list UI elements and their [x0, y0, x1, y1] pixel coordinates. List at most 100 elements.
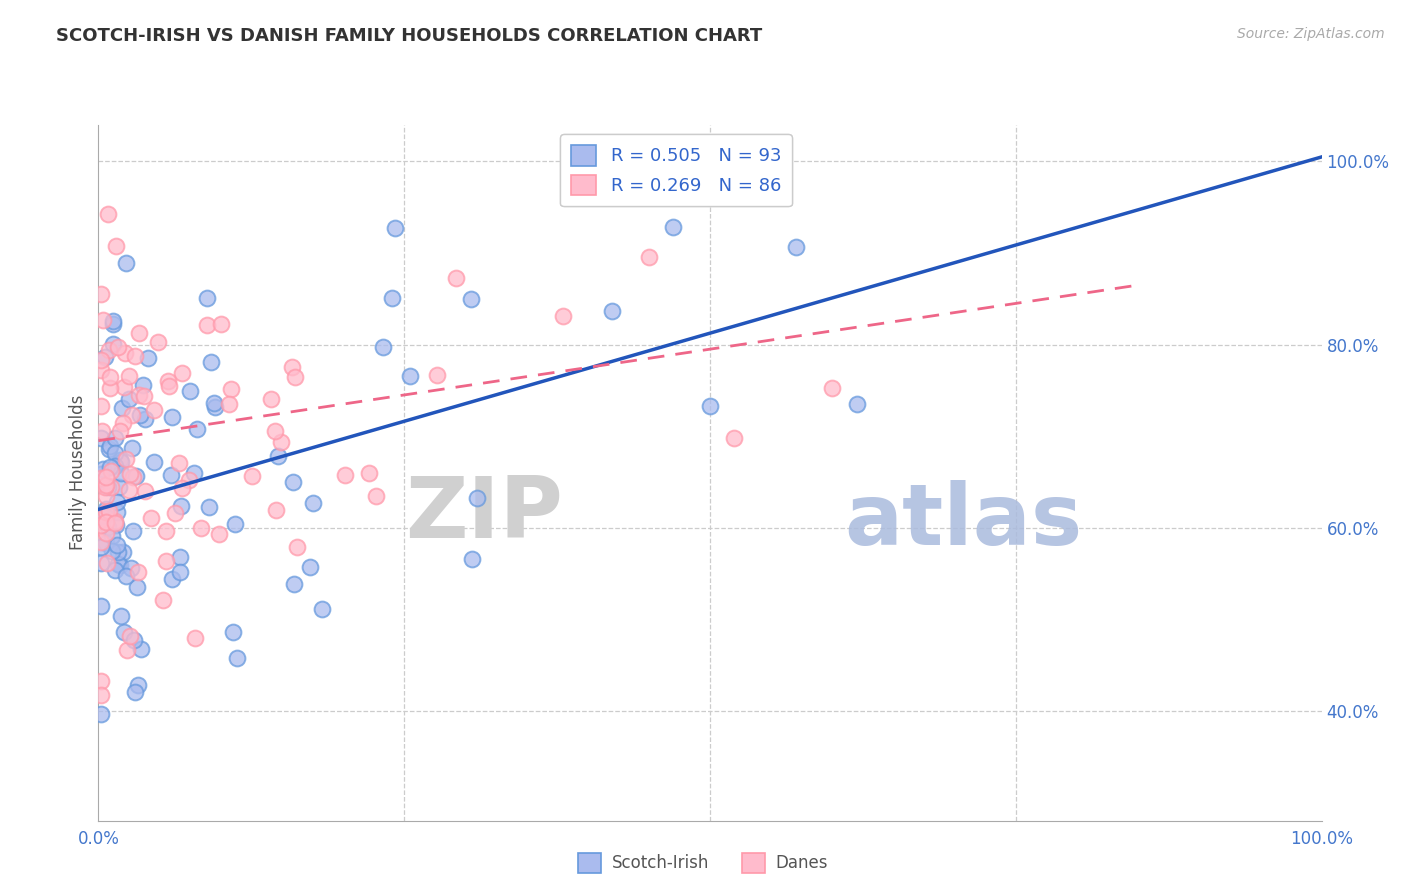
Point	[373, 340, 395, 354]
Point	[821, 381, 844, 395]
Point	[157, 374, 180, 388]
Point	[105, 239, 128, 253]
Point	[152, 593, 174, 607]
Point	[94, 470, 117, 484]
Point	[94, 489, 117, 503]
Point	[90, 707, 112, 722]
Point	[98, 381, 121, 395]
Point	[118, 392, 141, 406]
Point	[105, 538, 128, 552]
Point	[240, 468, 263, 483]
Point	[662, 219, 685, 234]
Point	[105, 505, 128, 519]
Point	[90, 363, 112, 377]
Point	[460, 292, 482, 306]
Point	[285, 540, 308, 554]
Point	[298, 559, 321, 574]
Point	[380, 291, 402, 305]
Point	[94, 350, 117, 364]
Point	[146, 334, 169, 349]
Point	[195, 291, 218, 305]
Point	[110, 466, 132, 480]
Point	[172, 481, 194, 495]
Point	[96, 536, 118, 550]
Point	[699, 400, 721, 414]
Point	[90, 431, 112, 445]
Point	[110, 455, 132, 469]
Point	[121, 409, 143, 423]
Point	[225, 651, 247, 665]
Point	[208, 527, 231, 541]
Point	[94, 480, 117, 494]
Point	[115, 452, 138, 467]
Point	[108, 425, 131, 439]
Point	[169, 566, 191, 580]
Point	[302, 496, 325, 510]
Point	[101, 314, 124, 328]
Text: SCOTCH-IRISH VS DANISH FAMILY HOUSEHOLDS CORRELATION CHART: SCOTCH-IRISH VS DANISH FAMILY HOUSEHOLDS…	[56, 27, 762, 45]
Point	[845, 396, 868, 410]
Point	[283, 576, 305, 591]
Point	[134, 411, 156, 425]
Point	[98, 459, 121, 474]
Point	[101, 529, 124, 543]
Point	[90, 688, 112, 702]
Point	[100, 543, 122, 558]
Point	[93, 508, 115, 523]
Point	[723, 431, 745, 445]
Point	[426, 368, 449, 382]
Y-axis label: Family Households: Family Households	[69, 395, 87, 550]
Point	[160, 572, 183, 586]
Point	[104, 459, 127, 474]
Point	[183, 466, 205, 480]
Point	[91, 461, 114, 475]
Point	[222, 625, 245, 640]
Point	[195, 318, 218, 332]
Point	[128, 408, 150, 422]
Point	[127, 678, 149, 692]
Point	[94, 515, 117, 529]
Point	[311, 601, 333, 615]
Point	[107, 557, 129, 571]
Point	[170, 499, 193, 513]
Point	[111, 545, 134, 559]
Point	[209, 318, 232, 332]
Point	[90, 470, 112, 484]
Legend: Scotch-Irish, Danes: Scotch-Irish, Danes	[571, 847, 835, 880]
Point	[91, 313, 114, 327]
Point	[94, 501, 117, 516]
Text: Source: ZipAtlas.com: Source: ZipAtlas.com	[1237, 27, 1385, 41]
Point	[122, 524, 145, 538]
Point	[461, 552, 484, 566]
Text: atlas: atlas	[845, 480, 1083, 563]
Point	[120, 467, 142, 481]
Point	[224, 517, 246, 532]
Point	[204, 400, 226, 414]
Point	[100, 464, 122, 478]
Point	[124, 685, 146, 699]
Point	[637, 250, 661, 264]
Point	[98, 440, 121, 454]
Point	[139, 511, 162, 525]
Point	[115, 643, 138, 657]
Point	[107, 340, 129, 354]
Point	[98, 503, 121, 517]
Point	[101, 318, 124, 332]
Point	[785, 240, 807, 254]
Point	[100, 480, 122, 494]
Point	[90, 557, 112, 571]
Point	[121, 442, 143, 456]
Point	[105, 494, 128, 508]
Point	[143, 402, 166, 417]
Point	[90, 508, 112, 522]
Point	[97, 480, 120, 494]
Point	[108, 452, 131, 467]
Point	[120, 561, 142, 575]
Point	[129, 642, 152, 657]
Point	[94, 505, 117, 519]
Point	[90, 467, 112, 481]
Point	[104, 563, 127, 577]
Point	[359, 466, 381, 480]
Point	[281, 359, 304, 374]
Point	[128, 326, 150, 341]
